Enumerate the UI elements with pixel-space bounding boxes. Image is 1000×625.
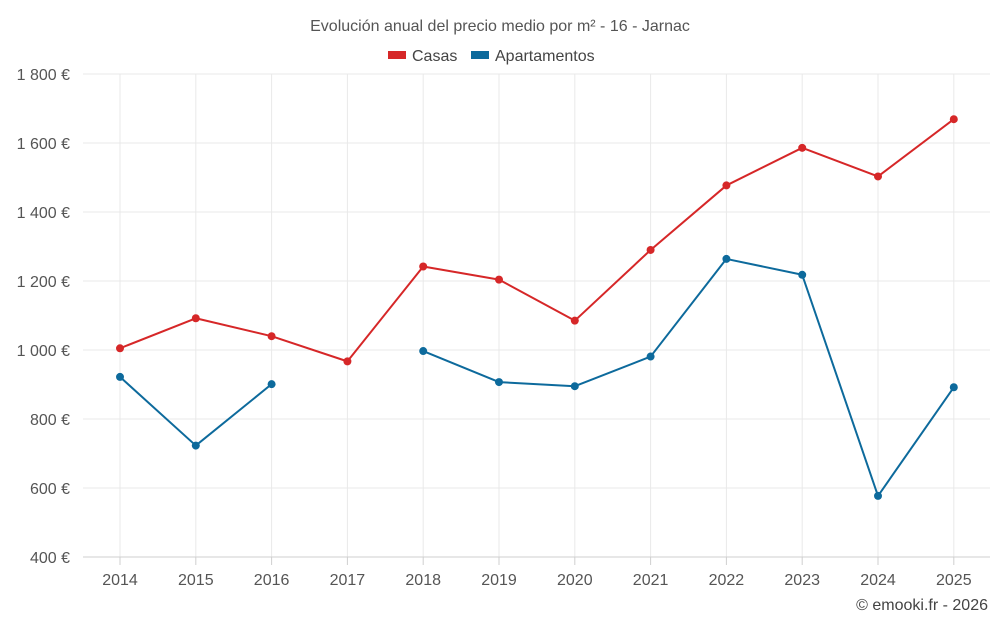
- data-point[interactable]: [570, 316, 579, 325]
- series-line: [422, 257, 955, 497]
- legend-label[interactable]: Apartamentos: [495, 48, 595, 65]
- data-point[interactable]: [343, 357, 352, 366]
- x-tick-label: 2023: [784, 572, 820, 589]
- data-point[interactable]: [267, 380, 276, 389]
- data-point[interactable]: [116, 372, 124, 381]
- chart-title: Evolución anual del precio medio por m² …: [310, 18, 690, 35]
- data-point[interactable]: [116, 344, 124, 353]
- series-apartamentos: [116, 254, 958, 500]
- series-casas: [116, 115, 958, 366]
- y-tick-label: 1 400 €: [17, 205, 70, 222]
- data-point[interactable]: [191, 441, 200, 450]
- x-tick-label: 2017: [330, 572, 366, 589]
- data-point[interactable]: [646, 352, 655, 361]
- data-point[interactable]: [191, 314, 200, 323]
- y-tick-label: 400 €: [30, 550, 70, 567]
- data-point[interactable]: [874, 172, 882, 181]
- x-tick-label: 2019: [481, 572, 517, 589]
- x-tick-label: 2015: [178, 572, 214, 589]
- data-point[interactable]: [419, 347, 428, 356]
- series-line: [119, 118, 955, 363]
- data-point[interactable]: [570, 382, 579, 391]
- data-point[interactable]: [874, 491, 882, 500]
- data-point[interactable]: [267, 332, 276, 341]
- x-tick-label: 2016: [254, 572, 290, 589]
- legend-label[interactable]: Casas: [412, 48, 457, 65]
- x-tick-label: 2014: [102, 572, 138, 589]
- x-tick-label: 2018: [405, 572, 441, 589]
- y-tick-label: 800 €: [30, 412, 70, 429]
- data-point[interactable]: [646, 245, 655, 254]
- legend-swatch: [471, 51, 489, 59]
- data-point[interactable]: [419, 262, 428, 271]
- x-tick-label: 2025: [936, 572, 972, 589]
- legend-swatch: [388, 51, 406, 59]
- x-tick-label: 2021: [633, 572, 669, 589]
- y-tick-label: 1 000 €: [17, 343, 70, 360]
- data-point[interactable]: [722, 254, 731, 263]
- data-point[interactable]: [495, 378, 503, 387]
- x-tick-label: 2024: [860, 572, 896, 589]
- data-point[interactable]: [949, 383, 958, 392]
- series-layer: [116, 115, 958, 500]
- data-point[interactable]: [722, 181, 731, 190]
- data-point[interactable]: [798, 270, 807, 279]
- grid: [83, 73, 990, 558]
- y-tick-label: 1 600 €: [17, 136, 70, 153]
- x-tick-label: 2020: [557, 572, 593, 589]
- data-point[interactable]: [495, 275, 503, 284]
- y-tick-label: 1 800 €: [17, 67, 70, 84]
- credit-text: © emooki.fr - 2026: [856, 597, 988, 614]
- legend: Casas Apartamentos: [388, 48, 595, 65]
- axes: 400 € 600 € 800 € 1 000 € 1 200 € 1 400 € 1 60…: [17, 67, 990, 589]
- data-point[interactable]: [949, 115, 958, 124]
- x-tick-label: 2022: [709, 572, 745, 589]
- y-tick-label: 600 €: [30, 481, 70, 498]
- y-tick-label: 1 200 €: [17, 274, 70, 291]
- data-point[interactable]: [798, 143, 807, 152]
